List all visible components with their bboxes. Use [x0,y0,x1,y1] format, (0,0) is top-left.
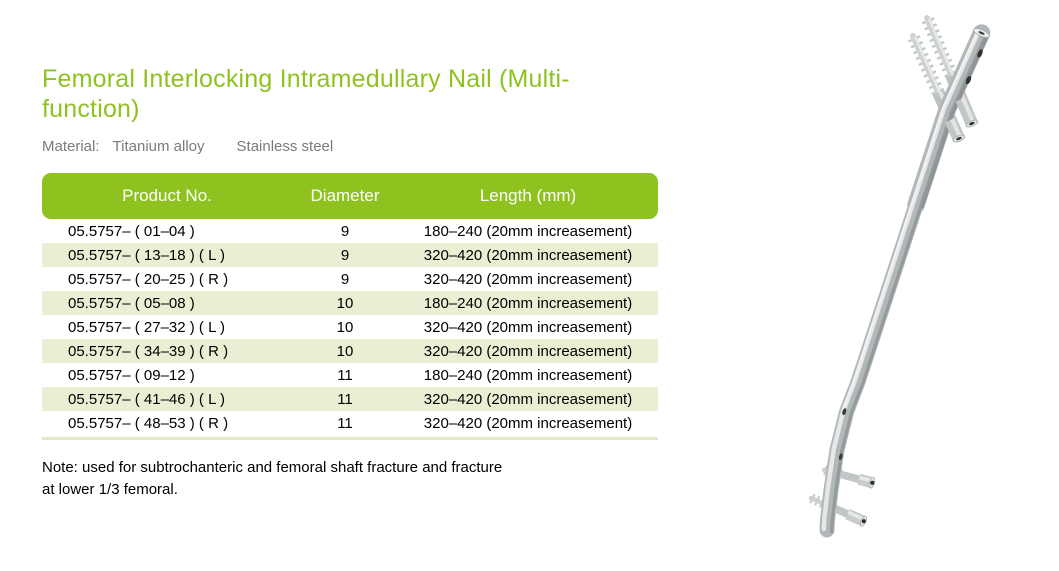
length-cell: 320–420 (20mm increasement) [423,390,633,408]
product-no-cell: 05.5757– ( 27–32 ) ( L ) [68,318,226,336]
table-row: 05.5757– ( 09–12 ) 11 180–240 (20mm incr… [42,363,658,387]
product-no-cell: 05.5757– ( 13–18 ) ( L ) [68,246,226,264]
note-line-1: Note: used for subtrochanteric and femor… [42,459,503,476]
diameter-cell: 10 [336,294,354,312]
diameter-cell: 11 [337,366,353,384]
length-cell: 320–420 (20mm increasement) [423,342,633,360]
diameter-cell: 9 [340,222,350,240]
nail-illustration-svg [808,15,991,538]
diameter-cell: 10 [336,318,354,336]
table-row: 05.5757– ( 41–46 ) ( L ) 11 320–420 (20m… [42,387,658,411]
lag-screw-protruding-tip-2 [944,117,966,143]
table-row: 05.5757– ( 20–25 ) ( R ) 9 320–420 (20mm… [42,267,658,291]
diameter-cell: 11 [337,390,353,408]
product-no-cell: 05.5757– ( 34–39 ) ( R ) [68,342,229,360]
note: Note: used for subtrochanteric and femor… [42,457,658,501]
lag-screw-protruding-tip-1 [955,96,979,128]
header-product-no: Product No. [122,186,212,205]
table-row: 05.5757– ( 34–39 ) ( R ) 10 320–420 (20m… [42,339,658,363]
table-row: 05.5757– ( 05–08 ) 10 180–240 (20mm incr… [42,291,658,315]
note-line-2: at lower 1/3 femoral. [42,481,178,498]
material-option-titanium: Titanium alloy [112,137,205,155]
length-cell: 320–420 (20mm increasement) [423,414,633,432]
product-no-cell: 05.5757– ( 41–46 ) ( L ) [68,390,226,408]
product-no-cell: 05.5757– ( 05–08 ) [68,294,195,312]
length-cell: 320–420 (20mm increasement) [423,246,633,264]
hex-socket-2 [861,519,866,524]
product-no-cell: 05.5757– ( 09–12 ) [68,366,195,384]
hex-socket-1 [870,480,875,485]
table-row: 05.5757– ( 48–53 ) ( R ) 11 320–420 (20m… [42,411,658,435]
product-no-cell: 05.5757– ( 20–25 ) ( R ) [68,270,229,288]
proximal-screw-hole-2 [965,75,972,85]
proximal-screw-hole-1 [977,49,983,58]
page-title: Femoral Interlocking Intramedullary Nail… [42,65,570,123]
nail-proximal-end [965,28,990,85]
diameter-cell: 10 [336,342,354,360]
distal-locking-screw-1-head [839,470,876,489]
femoral-nail-product-photo [740,0,1059,571]
product-info: Femoral Interlocking Intramedullary Nail… [42,0,658,516]
length-cell: 180–240 (20mm increasement) [423,222,633,240]
header-diameter: Diameter [310,186,380,205]
diameter-cell: 9 [340,270,350,288]
table-header: Product No. Diameter Length (mm) [42,173,658,219]
header-length: Length (mm) [479,186,577,205]
product-table: Product No. Diameter Length (mm) 05.5757… [42,173,658,440]
table-row: 05.5757– ( 01–04 ) 9 180–240 (20mm incre… [42,219,658,243]
distal-slot-2 [838,453,843,461]
length-cell: 180–240 (20mm increasement) [423,366,633,384]
table-row: 05.5757– ( 13–18 ) ( L ) 9 320–420 (20mm… [42,243,658,267]
diameter-cell: 11 [337,414,353,432]
table-bottom-divider [42,437,658,440]
table-body: 05.5757– ( 01–04 ) 9 180–240 (20mm incre… [42,219,658,435]
product-no-cell: 05.5757– ( 48–53 ) ( R ) [68,414,229,432]
table-row: 05.5757– ( 27–32 ) ( L ) 10 320–420 (20m… [42,315,658,339]
material-line: Material: Titanium alloy Stainless steel [42,137,658,155]
material-label: Material: [42,137,100,155]
product-no-cell: 05.5757– ( 01–04 ) [68,222,195,240]
length-cell: 320–420 (20mm increasement) [423,318,633,336]
nail-body [819,24,991,538]
distal-locking-screw-2-head [834,505,868,527]
length-cell: 320–420 (20mm increasement) [423,270,633,288]
distal-slot-1 [842,408,847,416]
length-cell: 180–240 (20mm increasement) [423,294,633,312]
material-option-stainless: Stainless steel [236,137,334,155]
diameter-cell: 9 [340,246,350,264]
